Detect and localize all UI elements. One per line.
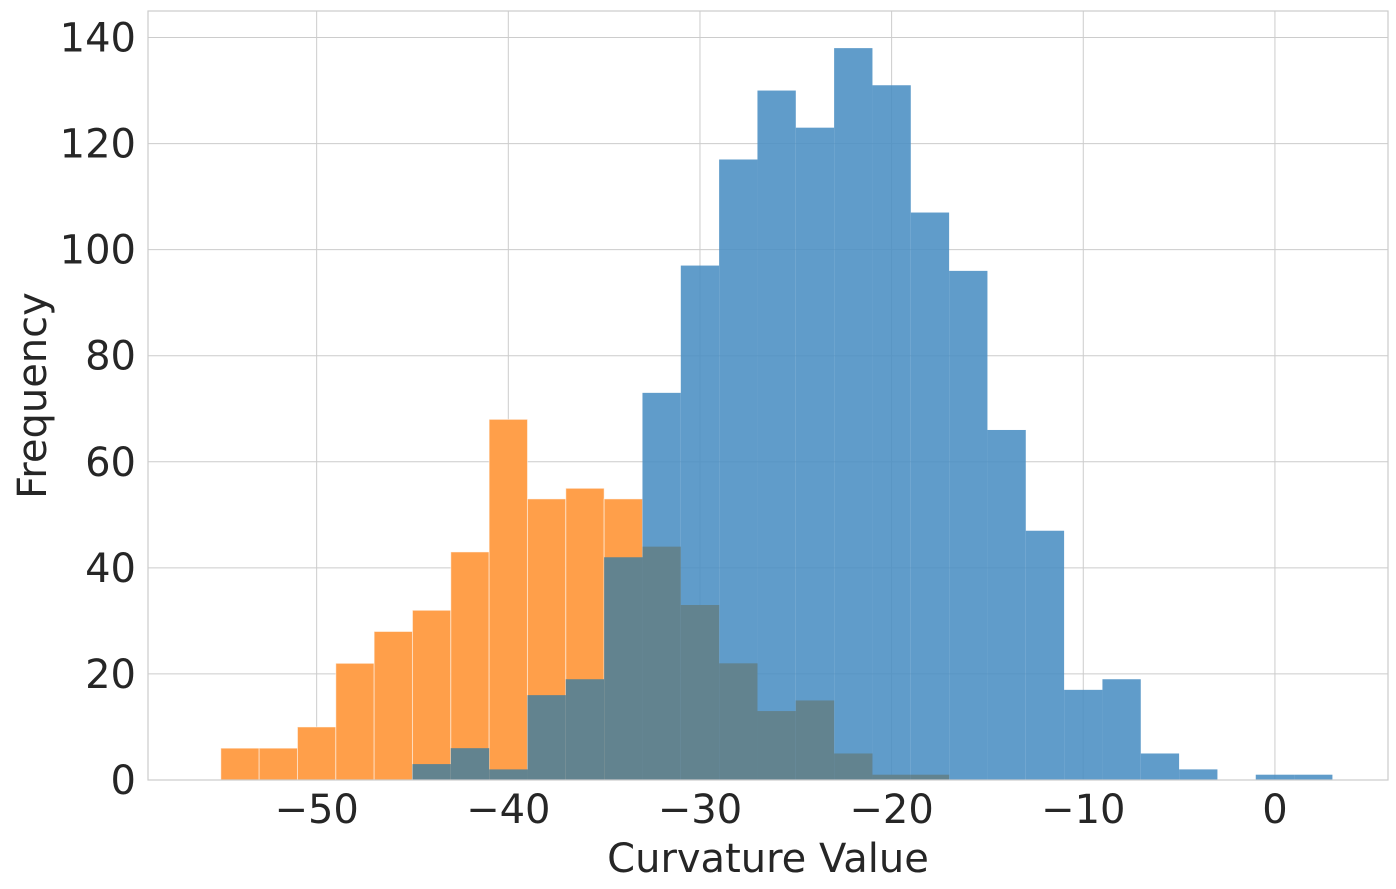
orange-bar <box>488 418 528 781</box>
overlap-bar <box>872 774 911 780</box>
blue-bar <box>910 212 950 781</box>
x-tick-label: −40 <box>466 787 550 833</box>
orange-bar <box>335 662 375 781</box>
x-tick-label: −30 <box>658 787 742 833</box>
y-tick-label: 0 <box>111 758 136 804</box>
blue-bar <box>604 557 643 780</box>
blue-bar <box>1064 689 1103 780</box>
x-tick-label: −50 <box>274 787 358 833</box>
y-tick-label: 140 <box>60 16 136 62</box>
blue-bar <box>1179 769 1218 780</box>
overlap-bar <box>834 753 873 780</box>
overlap-bar <box>680 604 720 780</box>
x-tick-label: −10 <box>1041 787 1125 833</box>
blue-bar <box>1102 679 1141 780</box>
orange-bar <box>450 551 490 781</box>
blue-bar <box>1294 774 1333 780</box>
blue-bar <box>949 270 988 780</box>
y-tick-label: 120 <box>60 122 136 168</box>
y-tick-label: 20 <box>85 652 136 698</box>
blue-bar <box>412 764 451 780</box>
y-tick-label: 80 <box>85 334 136 380</box>
blue-bar <box>450 748 490 780</box>
y-tick-label: 40 <box>85 546 136 592</box>
orange-bar <box>220 747 260 781</box>
blue-bar <box>872 85 911 780</box>
y-axis-label: Frequency <box>10 292 56 499</box>
y-tick-label: 100 <box>60 228 136 274</box>
orange-bar <box>373 631 413 781</box>
overlap-bar <box>757 711 796 780</box>
ticks-layer: −50 −40 −30 −20 −10 0 0 20 40 60 80 100 120 140 <box>60 16 1288 833</box>
y-tick-label: 60 <box>85 440 136 486</box>
bars-layer <box>220 48 1333 781</box>
blue-bar <box>1025 530 1065 780</box>
blue-bar <box>1255 774 1295 780</box>
blue-bar <box>987 429 1026 780</box>
x-tick-label: −20 <box>849 787 933 833</box>
blue-bar <box>527 695 566 780</box>
blue-bar <box>565 679 605 780</box>
orange-bar <box>411 609 452 781</box>
blue-bar <box>489 769 528 780</box>
overlap-bar <box>910 774 950 780</box>
plot-frame <box>147 10 1389 781</box>
orange-bar <box>258 747 298 781</box>
orange-bar <box>296 726 337 781</box>
x-axis-label: Curvature Value <box>607 836 929 882</box>
overlap-bar <box>642 546 681 780</box>
blue-bar <box>795 127 835 781</box>
blue-bar <box>1140 753 1180 780</box>
overlap-bar <box>795 700 835 780</box>
blue-bar <box>834 48 873 780</box>
overlap-bar <box>719 663 758 780</box>
blue-bar <box>757 90 796 780</box>
x-tick-label: 0 <box>1262 787 1287 833</box>
